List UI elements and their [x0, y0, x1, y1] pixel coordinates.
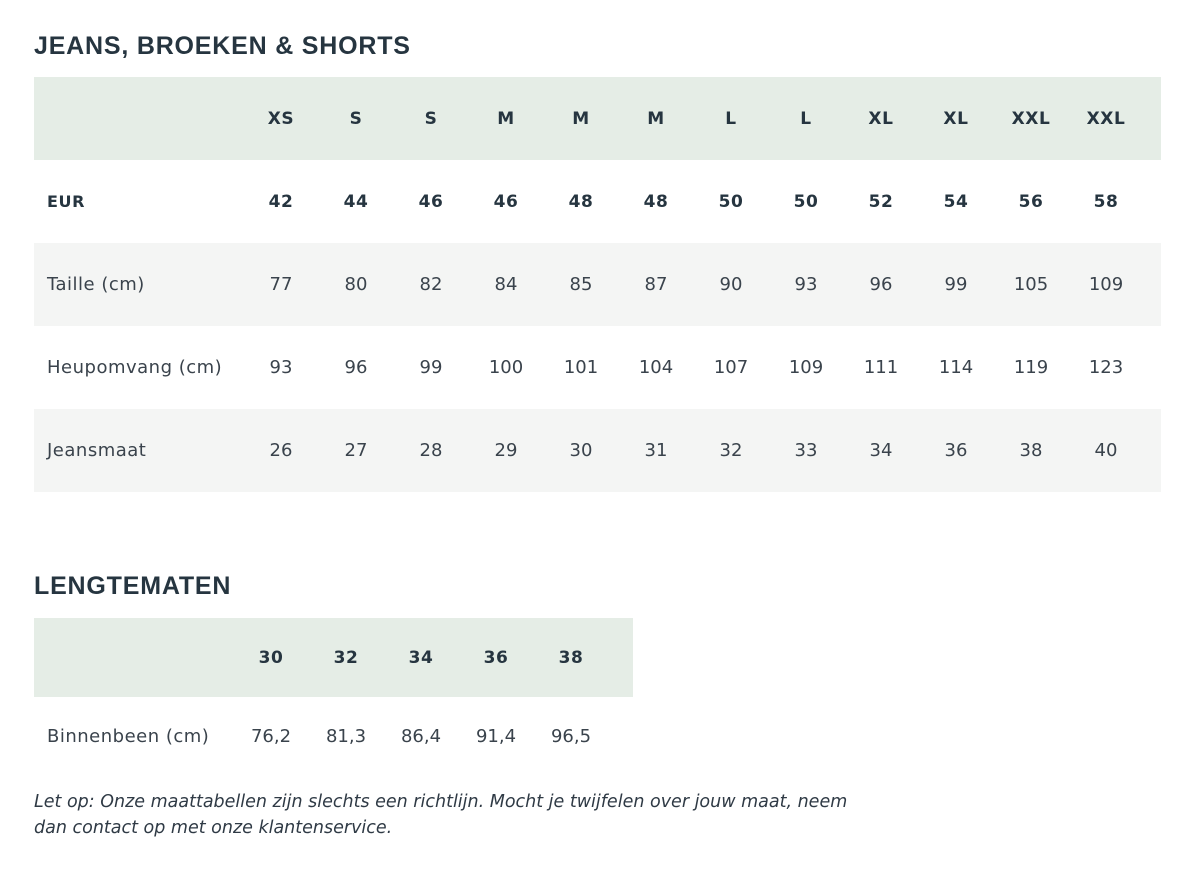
- table-cell: 48: [568, 191, 594, 212]
- table-cell: 28: [419, 440, 443, 461]
- table-cell: 30: [569, 440, 593, 461]
- table-cell: 52: [868, 191, 894, 212]
- header-cell: 30: [258, 647, 284, 668]
- table-cell: 96: [344, 357, 368, 378]
- table-cell: 119: [1013, 357, 1049, 378]
- table-cell: 29: [494, 440, 518, 461]
- table-cell: 46: [418, 191, 444, 212]
- table-cell: 26: [269, 440, 293, 461]
- table-cell: 31: [644, 440, 668, 461]
- table-cell: 86,4: [400, 725, 442, 747]
- row-label: EUR: [47, 192, 86, 211]
- table-cell: 93: [794, 274, 818, 295]
- table-cell: 84: [494, 274, 518, 295]
- table-cell: 93: [269, 357, 293, 378]
- header-cell: XXL: [1086, 108, 1126, 129]
- table-cell: 107: [713, 357, 749, 378]
- table-cell: 40: [1094, 440, 1118, 461]
- header-cell: XL: [868, 108, 894, 129]
- table-cell: 81,3: [325, 725, 367, 747]
- header-cell: M: [497, 108, 515, 129]
- table-cell: 36: [944, 440, 968, 461]
- header-cell: XL: [943, 108, 969, 129]
- table-cell: 33: [794, 440, 818, 461]
- table-cell: 96: [869, 274, 893, 295]
- table-cell: 46: [493, 191, 519, 212]
- size-row-hip: Heupomvang (cm) 93 96 99 100 101 104 107 109 111 1…: [34, 326, 1161, 409]
- table-cell: 99: [419, 357, 443, 378]
- row-label: Heupomvang (cm): [47, 357, 223, 378]
- header-cell: 36: [483, 647, 509, 668]
- size-guide-note: Let op: Onze maattabellen zijn slechts e…: [34, 792, 848, 838]
- size-row-jeans: Jeansmaat 26 27 28 29 30 31 32 33 34 36 38 40: [34, 409, 1161, 492]
- table-cell: 44: [343, 191, 369, 212]
- header-cell: 38: [558, 647, 584, 668]
- table-cell: 85: [569, 274, 593, 295]
- row-label: Binnenbeen (cm): [47, 725, 210, 747]
- row-label: Jeansmaat: [47, 440, 147, 461]
- table-cell: 32: [719, 440, 743, 461]
- table-cell: 77: [269, 274, 293, 295]
- table-cell: 82: [419, 274, 443, 295]
- length-header-row: 30 32 34 36 38: [34, 618, 633, 697]
- row-label: Taille (cm): [47, 274, 145, 295]
- table-cell: 101: [563, 357, 599, 378]
- table-cell: 54: [943, 191, 969, 212]
- table-cell: 96,5: [550, 725, 592, 747]
- header-cell: M: [647, 108, 665, 129]
- header-cell: XXL: [1011, 108, 1051, 129]
- header-cell: S: [424, 108, 438, 129]
- header-cell: 34: [408, 647, 434, 668]
- table-cell: 100: [488, 357, 524, 378]
- table-cell: 42: [268, 191, 294, 212]
- table-cell: 114: [938, 357, 974, 378]
- table-cell: 58: [1093, 191, 1119, 212]
- table-cell: 91,4: [475, 725, 517, 747]
- table-cell: 27: [344, 440, 368, 461]
- header-cell: L: [800, 108, 812, 129]
- table-cell: 99: [944, 274, 968, 295]
- table-cell: 104: [638, 357, 674, 378]
- table-cell: 90: [719, 274, 743, 295]
- size-row-waist: Taille (cm) 77 80 82 84 85 87 90 93 96 99 105 109: [34, 243, 1161, 326]
- length-table-title: LENGTEMATEN: [34, 572, 232, 600]
- table-cell: 50: [793, 191, 819, 212]
- header-cell: M: [572, 108, 590, 129]
- table-cell: 105: [1013, 274, 1049, 295]
- table-cell: 123: [1088, 357, 1124, 378]
- header-cell: S: [349, 108, 363, 129]
- table-cell: 56: [1018, 191, 1044, 212]
- table-cell: 34: [869, 440, 893, 461]
- table-cell: 38: [1019, 440, 1043, 461]
- table-cell: 80: [344, 274, 368, 295]
- size-table-title: JEANS, BROEKEN & SHORTS: [34, 32, 411, 60]
- table-cell: 109: [788, 357, 824, 378]
- length-row-inseam: Binnenbeen (cm) 76,2 81,3 86,4 91,4 96,5: [34, 697, 633, 775]
- header-cell: 32: [333, 647, 359, 668]
- table-cell: 48: [643, 191, 669, 212]
- header-cell: L: [725, 108, 737, 129]
- table-cell: 111: [863, 357, 899, 378]
- table-cell: 87: [644, 274, 668, 295]
- table-cell: 109: [1088, 274, 1124, 295]
- size-header-row: XS S S M M M L L XL XL XXL XXL: [34, 77, 1161, 160]
- size-chart-table: XS S S M M M L L XL XL XXL XXL EUR 42 44 46 46 48 48 50 50 5…: [34, 77, 1161, 492]
- table-cell: 76,2: [250, 725, 292, 747]
- header-cell: XS: [267, 108, 295, 129]
- size-row-eur: EUR 42 44 46 46 48 48 50 50 52 54 56 58: [34, 160, 1161, 243]
- length-chart-table: 30 32 34 36 38 Binnenbeen (cm) 76,2 81,3 86,4 91…: [34, 618, 633, 775]
- table-cell: 50: [718, 191, 744, 212]
